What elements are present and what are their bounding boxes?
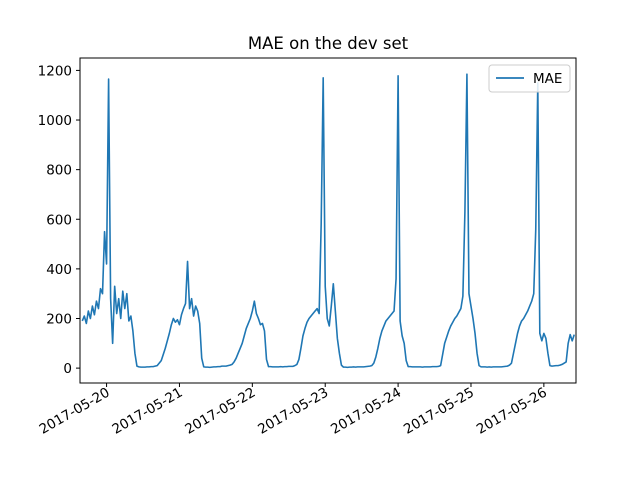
chart-title: MAE on the dev set <box>248 34 409 53</box>
y-tick-label: 1200 <box>38 63 72 79</box>
y-tick-label: 800 <box>46 163 72 179</box>
y-tick-label: 1000 <box>38 113 72 129</box>
y-tick-label: 200 <box>46 311 72 327</box>
legend: MAE <box>488 64 571 93</box>
y-axis: 0 200 400 600 800 1000 1200 <box>38 63 80 377</box>
axes-frame <box>79 57 577 384</box>
legend-label-mae: MAE <box>533 71 562 87</box>
y-tick-label: 0 <box>63 361 72 377</box>
series-line-mae <box>81 73 575 369</box>
plot-area <box>81 73 575 369</box>
y-tick-label: 600 <box>46 212 72 228</box>
legend-box <box>488 64 571 93</box>
y-tick-label: 400 <box>46 262 72 278</box>
